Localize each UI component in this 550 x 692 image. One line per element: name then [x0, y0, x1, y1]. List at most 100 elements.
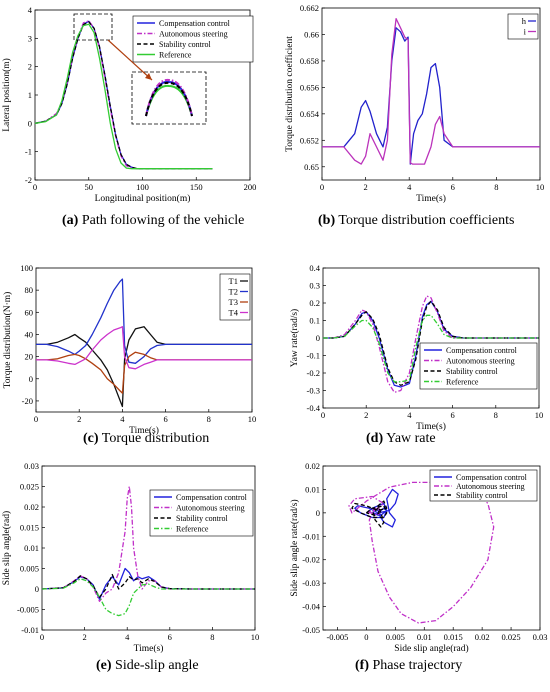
chart2-ytick-label: 80 [25, 285, 34, 295]
chart1-legend-label: i [524, 27, 527, 37]
caption-d-text: Yaw rate [383, 431, 436, 446]
chart0-ytick-label: 3 [28, 33, 32, 43]
chart2-xtick-label: 4 [120, 414, 125, 424]
chart2-ytick-label: 100 [20, 263, 33, 273]
chart0-zoom-arrow [107, 39, 153, 81]
chart0-series-line-3 [35, 23, 213, 170]
caption-c-text: Torque distribution [98, 431, 210, 446]
chart4-ytick-label: 0.015 [20, 523, 39, 533]
caption-c-letter: (c) [83, 431, 99, 446]
chart4-ytick-label: 0.03 [24, 461, 39, 471]
chart0-inset-curve-2 [145, 78, 193, 117]
chart3-xlabel: Time(s) [416, 421, 446, 432]
chart5-ylabel: Side slip angle rate(rad/s) [289, 499, 300, 596]
caption-d: (d) Yaw rate [366, 431, 436, 447]
chart0: 0 50 100 150 200 -2 -1 0 1 2 3 4 Longitudinal positi… [1, 5, 256, 204]
chart5-ytick-label: -0.02 [302, 555, 320, 565]
chart3-xtick-label: 2 [364, 410, 368, 420]
chart2-legend-label: T4 [229, 308, 239, 318]
chart1-series-line-1 [322, 17, 540, 165]
chart5-ytick-label: 0.01 [305, 484, 320, 494]
chart5-series-line-1 [348, 481, 495, 624]
chart0-ytick-label: 1 [28, 90, 32, 100]
caption-e: (e) Side-slip angle [96, 658, 199, 674]
caption-c: (c) Torque distribution [83, 431, 209, 447]
chart3-ytick-label: 0.2 [309, 298, 320, 308]
chart3-legend-label: Compensation control [446, 346, 518, 355]
chart4-ytick-label: 0.005 [20, 564, 39, 574]
chart5-legend-label: Stability control [456, 491, 509, 500]
chart4-ytick-label: 0.025 [20, 482, 39, 492]
chart1-xtick-label: 2 [363, 182, 367, 192]
chart3-xtick-label: 8 [494, 410, 498, 420]
chart3-ytick-label: 0 [316, 333, 320, 343]
chart4-xtick-label: 4 [125, 632, 130, 642]
chart5-xtick-label: 0.005 [386, 632, 405, 642]
chart4-ytick-label: 0.02 [24, 502, 39, 512]
chart4-ytick-label: -0.005 [17, 605, 39, 615]
chart3-xtick-label: 6 [450, 410, 454, 420]
chart3-legend-label: Reference [446, 378, 479, 387]
chart2-legend-label: T3 [229, 297, 238, 307]
chart3-legend-label: Stability control [446, 367, 499, 376]
chart1-xtick-label: 4 [407, 182, 412, 192]
caption-f-letter: (f) [355, 658, 369, 673]
chart4-ylabel: Side slip angle(rad) [1, 511, 12, 585]
chart5-ytick-label: -0.04 [302, 602, 320, 612]
chart1-ytick-label: 0.656 [300, 82, 319, 92]
chart5-ytick-label: 0.02 [305, 461, 320, 471]
chart2-ylabel: Torque distribution(N·m) [2, 292, 13, 389]
chart4-series-line-3 [42, 578, 255, 617]
chart1-axes-frame [321, 7, 541, 181]
chart0-ytick-label: 2 [28, 62, 32, 72]
chart2-series-line-1 [36, 278, 252, 364]
chart0-xtick-label: 200 [244, 182, 257, 192]
chart1-ytick-label: 0.662 [300, 3, 319, 13]
chart2-xtick-label: 2 [77, 414, 81, 424]
chart1-ytick-label: 0.652 [300, 135, 319, 145]
chart1-ylabel: Torque distribution coefficient [284, 36, 295, 152]
chart0-ylabel: Lateral position(m) [1, 58, 12, 132]
chart0-ytick-label: -1 [25, 147, 32, 157]
chart5-ytick-label: -0.05 [302, 625, 320, 635]
chart5-xtick-label: 0.02 [475, 632, 490, 642]
chart1-xtick-label: 6 [451, 182, 455, 192]
chart5-ytick-label: 0 [316, 508, 320, 518]
chart0-xtick-label: 50 [85, 182, 94, 192]
chart5: -0.005 0 0.005 0.01 0.015 0.02 0.025 0.03 -0.05 -… [289, 461, 547, 654]
chart4-legend-label: Stability control [176, 514, 229, 523]
chart0-legend-label: Compensation control [159, 19, 231, 28]
chart2-xtick-label: 10 [248, 414, 257, 424]
chart1: 0 2 4 6 8 10 0.65 0.652 0.654 0.656 0.658 0.66 0.662… [284, 3, 544, 204]
chart0-legend-label: Autonomous steering [159, 30, 228, 39]
chart3-ytick-label: 0.3 [309, 281, 320, 291]
chart5-xtick-label: 0.025 [502, 632, 521, 642]
chart0-zoom-arrowhead [145, 73, 152, 80]
chart0-xtick-label: 100 [136, 182, 149, 192]
chart3-ytick-label: 0.4 [309, 263, 320, 273]
chart4-ytick-label: 0.01 [24, 543, 39, 553]
chart2-legend-label: T1 [229, 276, 238, 286]
chart0-xtick-label: 0 [33, 182, 37, 192]
chart1-xtick-label: 0 [320, 182, 324, 192]
chart1-legend-box [507, 13, 539, 40]
chart4-ytick-label: 0 [35, 584, 39, 594]
chart1-ytick-label: 0.66 [304, 29, 319, 39]
caption-e-letter: (e) [96, 658, 112, 673]
chart3-series-line-0 [323, 300, 539, 388]
chart2-ytick-label: -20 [22, 396, 33, 406]
chart0-ytick-label: 0 [28, 118, 32, 128]
chart3-ytick-label: -0.1 [307, 351, 320, 361]
chart5-legend-box [429, 469, 538, 502]
chart5-xtick-label: 0.015 [444, 632, 463, 642]
chart3: 0 2 4 6 8 10 -0.4 -0.3 -0.2 -0.1 0 0.1 0.2 0.3 0.4 Time… [289, 263, 543, 432]
chart3-series-line-1 [323, 295, 539, 393]
chart2-series-line-0 [36, 326, 252, 408]
caption-b: (b) Torque distribution coefficients [318, 213, 514, 229]
chart3-xtick-label: 0 [321, 410, 325, 420]
chart3-ytick-label: -0.3 [307, 386, 320, 396]
chart1-legend-label: h [522, 16, 527, 26]
chart3-ytick-label: 0.1 [309, 316, 320, 326]
